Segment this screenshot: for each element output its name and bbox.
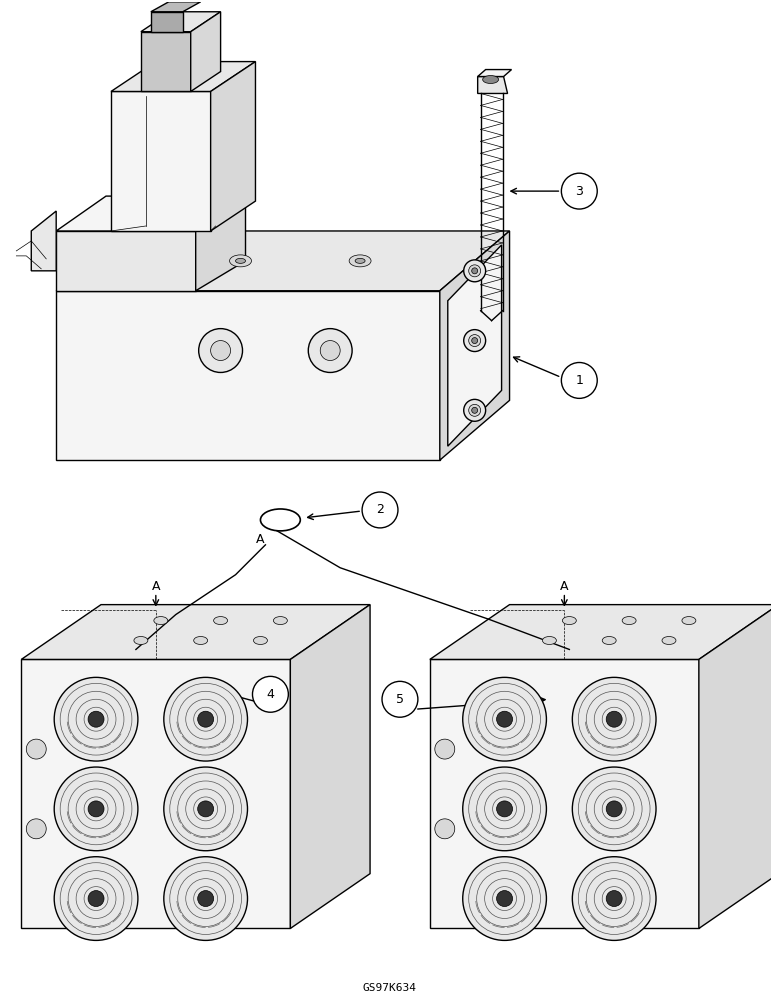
Ellipse shape: [229, 255, 252, 267]
Text: GS97K634: GS97K634: [363, 983, 417, 993]
Text: A: A: [256, 533, 265, 546]
Circle shape: [496, 801, 513, 817]
Text: 1: 1: [575, 374, 583, 387]
Ellipse shape: [253, 637, 267, 644]
Circle shape: [462, 857, 547, 940]
Circle shape: [382, 681, 418, 717]
Polygon shape: [22, 605, 370, 659]
Polygon shape: [141, 32, 191, 91]
Polygon shape: [56, 231, 510, 291]
Circle shape: [252, 676, 289, 712]
Ellipse shape: [469, 335, 481, 347]
Circle shape: [198, 711, 214, 727]
Ellipse shape: [472, 268, 478, 274]
Circle shape: [164, 677, 248, 761]
Circle shape: [606, 711, 622, 727]
Circle shape: [54, 677, 138, 761]
Circle shape: [88, 711, 104, 727]
Ellipse shape: [134, 637, 148, 644]
Ellipse shape: [235, 258, 245, 263]
Circle shape: [198, 891, 214, 907]
Ellipse shape: [472, 407, 478, 413]
Ellipse shape: [214, 617, 228, 625]
Ellipse shape: [154, 617, 168, 625]
Text: 2: 2: [376, 503, 384, 516]
Circle shape: [164, 857, 248, 940]
Circle shape: [572, 767, 656, 851]
Circle shape: [462, 767, 547, 851]
Polygon shape: [32, 211, 56, 271]
Ellipse shape: [355, 258, 365, 263]
Circle shape: [572, 677, 656, 761]
Polygon shape: [211, 62, 256, 231]
Text: 4: 4: [266, 688, 274, 701]
Circle shape: [54, 857, 138, 940]
Polygon shape: [290, 605, 370, 928]
Circle shape: [211, 341, 231, 361]
Circle shape: [572, 857, 656, 940]
Text: A: A: [560, 580, 569, 593]
Ellipse shape: [469, 404, 481, 416]
Polygon shape: [699, 605, 772, 928]
Circle shape: [606, 801, 622, 817]
Ellipse shape: [482, 76, 499, 84]
Ellipse shape: [464, 399, 486, 421]
Polygon shape: [22, 659, 290, 928]
Ellipse shape: [260, 509, 300, 531]
Text: 5: 5: [396, 693, 404, 706]
Ellipse shape: [472, 338, 478, 344]
Ellipse shape: [349, 255, 371, 267]
Polygon shape: [151, 12, 183, 32]
Circle shape: [26, 819, 46, 839]
Circle shape: [320, 341, 340, 361]
Polygon shape: [195, 196, 245, 291]
Circle shape: [561, 362, 598, 398]
Polygon shape: [478, 77, 507, 93]
Polygon shape: [191, 12, 221, 91]
Circle shape: [88, 801, 104, 817]
Polygon shape: [478, 70, 512, 77]
Ellipse shape: [562, 617, 577, 625]
Circle shape: [606, 891, 622, 907]
Polygon shape: [448, 245, 502, 446]
Circle shape: [308, 329, 352, 372]
Polygon shape: [151, 2, 201, 12]
Ellipse shape: [194, 637, 208, 644]
Circle shape: [88, 891, 104, 907]
Circle shape: [435, 739, 455, 759]
Ellipse shape: [464, 260, 486, 282]
Polygon shape: [141, 12, 221, 32]
Polygon shape: [56, 196, 245, 231]
Circle shape: [26, 739, 46, 759]
Polygon shape: [111, 62, 256, 91]
Ellipse shape: [682, 617, 696, 625]
Polygon shape: [430, 605, 772, 659]
Polygon shape: [56, 231, 195, 291]
Circle shape: [561, 173, 598, 209]
Polygon shape: [440, 231, 510, 460]
Text: 3: 3: [575, 185, 583, 198]
Ellipse shape: [662, 637, 676, 644]
Polygon shape: [56, 291, 440, 460]
Circle shape: [462, 677, 547, 761]
Circle shape: [198, 801, 214, 817]
Circle shape: [54, 767, 138, 851]
Ellipse shape: [469, 265, 481, 277]
Circle shape: [496, 891, 513, 907]
Circle shape: [496, 711, 513, 727]
Ellipse shape: [273, 617, 287, 625]
Ellipse shape: [464, 330, 486, 352]
Ellipse shape: [543, 637, 557, 644]
Ellipse shape: [622, 617, 636, 625]
Circle shape: [362, 492, 398, 528]
Text: A: A: [151, 580, 160, 593]
Ellipse shape: [602, 637, 616, 644]
Circle shape: [198, 329, 242, 372]
Polygon shape: [430, 659, 699, 928]
Polygon shape: [111, 91, 211, 231]
Circle shape: [164, 767, 248, 851]
Circle shape: [435, 819, 455, 839]
